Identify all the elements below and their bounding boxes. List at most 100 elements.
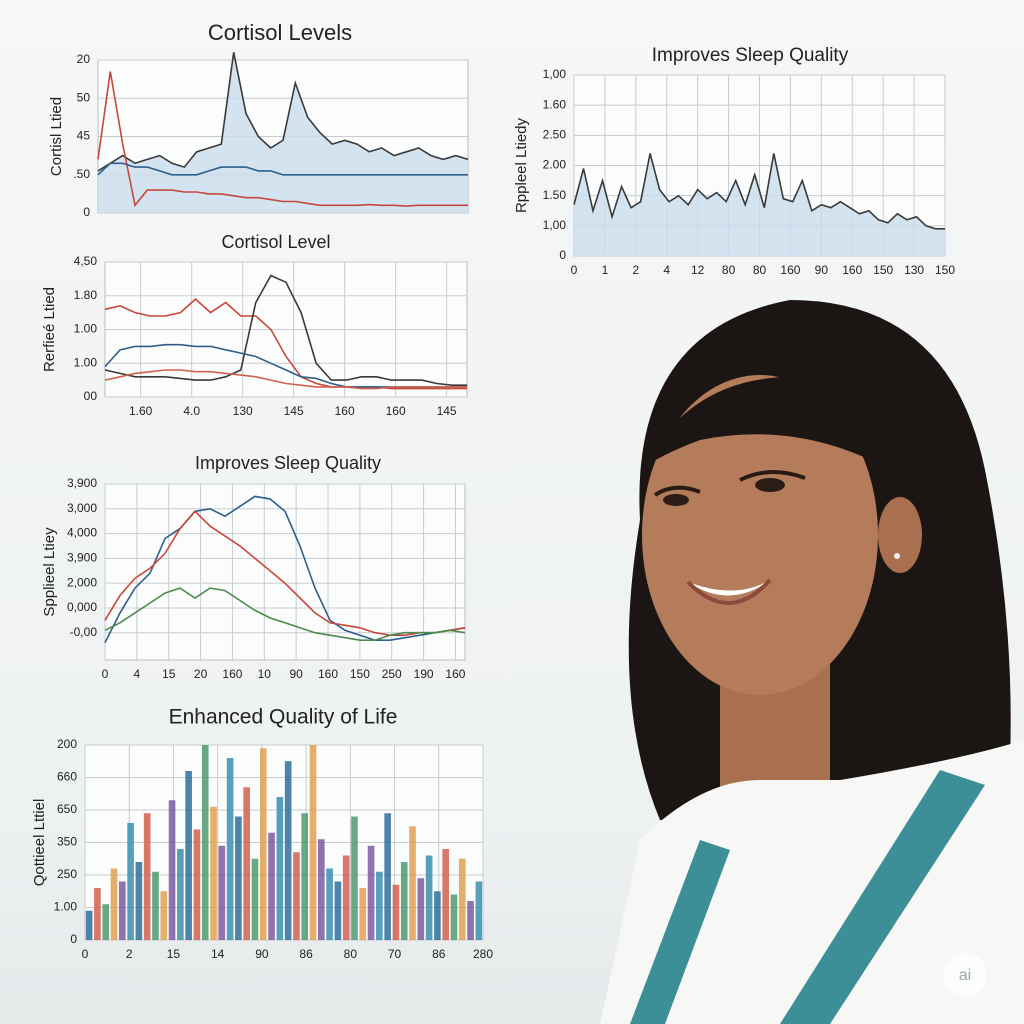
bar [177,849,184,940]
bar [301,813,309,940]
x-tick-label: 0 [571,263,578,277]
x-tick-label: 160 [222,667,242,681]
bar [442,849,450,940]
bar [376,871,383,940]
bar [135,862,143,940]
bar [168,800,176,940]
y-tick-label: 1,00 [543,67,567,81]
bar [85,910,93,940]
chart-title: Improves Sleep Quality [652,45,849,66]
area [98,52,468,213]
x-tick-label: 90 [289,667,303,681]
bar [201,745,209,940]
y-tick-label: 0 [70,932,77,946]
bar [317,839,325,940]
bar [351,816,358,940]
line [104,510,466,636]
y-tick-label: 50 [77,90,91,104]
x-tick-label: 150 [873,263,893,277]
y-axis-label: Rppleel Ltiedy [513,117,530,213]
bar [334,881,342,940]
y-tick-label: 1.00 [74,355,98,369]
x-tick-label: 0 [82,947,89,961]
bar [359,888,367,940]
bar [193,829,201,940]
bar [152,871,159,940]
y-tick-label: 650 [57,802,77,816]
x-tick-label: 145 [437,404,457,418]
bar [392,884,400,940]
bar [268,832,275,940]
x-tick-label: 14 [211,947,225,961]
bar [127,823,134,940]
y-tick-label: 00 [84,389,98,403]
line [104,587,466,641]
x-tick-label: 160 [780,263,800,277]
x-tick-label: 86 [299,947,313,961]
y-tick-label: 2.00 [543,158,567,172]
bar [235,816,242,940]
bar [434,891,441,940]
bar [367,845,375,940]
x-tick-label: 90 [255,947,269,961]
bar [110,868,118,940]
y-tick-label: 3,900 [67,476,97,490]
x-tick-label: 15 [167,947,181,961]
y-tick-label: .50 [73,167,90,181]
x-tick-label: 160 [386,404,406,418]
line [104,298,467,390]
line [104,369,467,390]
x-tick-label: 280 [473,947,493,961]
bar [384,813,391,940]
line [104,495,466,643]
bar [450,894,458,940]
bar [210,806,217,940]
x-tick-label: 86 [432,947,446,961]
y-axis-label: Qottieel Lttiel [31,799,48,887]
x-tick-label: 250 [382,667,402,681]
line [573,153,945,230]
x-tick-label: 20 [194,667,208,681]
x-tick-label: 2 [126,947,133,961]
bar [326,868,333,940]
x-tick-label: 12 [691,263,705,277]
bar [259,748,267,940]
bar [467,901,474,940]
x-tick-label: 80 [722,263,736,277]
bar [458,858,466,940]
y-tick-label: 4,50 [74,254,98,268]
x-tick-label: 160 [318,667,338,681]
chart-title: Cortisol Levels [208,20,352,45]
y-tick-label: 4,000 [67,526,97,540]
y-tick-label: 1,00 [543,218,567,232]
line [104,274,467,386]
y-axis-label: Spplieel Ltiey [41,527,58,617]
y-tick-label: 1.00 [74,322,98,336]
bar [226,758,234,940]
x-tick-label: 10 [258,667,272,681]
line [97,71,468,208]
bar [160,891,168,940]
x-tick-label: 160 [445,667,465,681]
x-tick-label: 1 [602,263,609,277]
bar [284,761,292,940]
y-tick-label: 250 [57,867,77,881]
bar [118,881,126,940]
y-tick-label: 350 [57,835,77,849]
y-tick-label: 3,000 [67,501,97,515]
x-tick-label: 1.60 [129,404,153,418]
y-tick-label: 45 [77,129,91,143]
portrait [600,300,1024,1024]
x-tick-label: 4 [134,667,141,681]
bar [143,813,151,940]
bar [417,878,425,940]
bar [293,852,300,940]
bar [425,855,433,940]
y-tick-label: 1.50 [543,188,567,202]
line [97,162,468,176]
line [97,52,469,172]
bar [475,881,483,940]
x-tick-label: 130 [904,263,924,277]
x-tick-label: 90 [815,263,829,277]
x-tick-label: 80 [753,263,767,277]
